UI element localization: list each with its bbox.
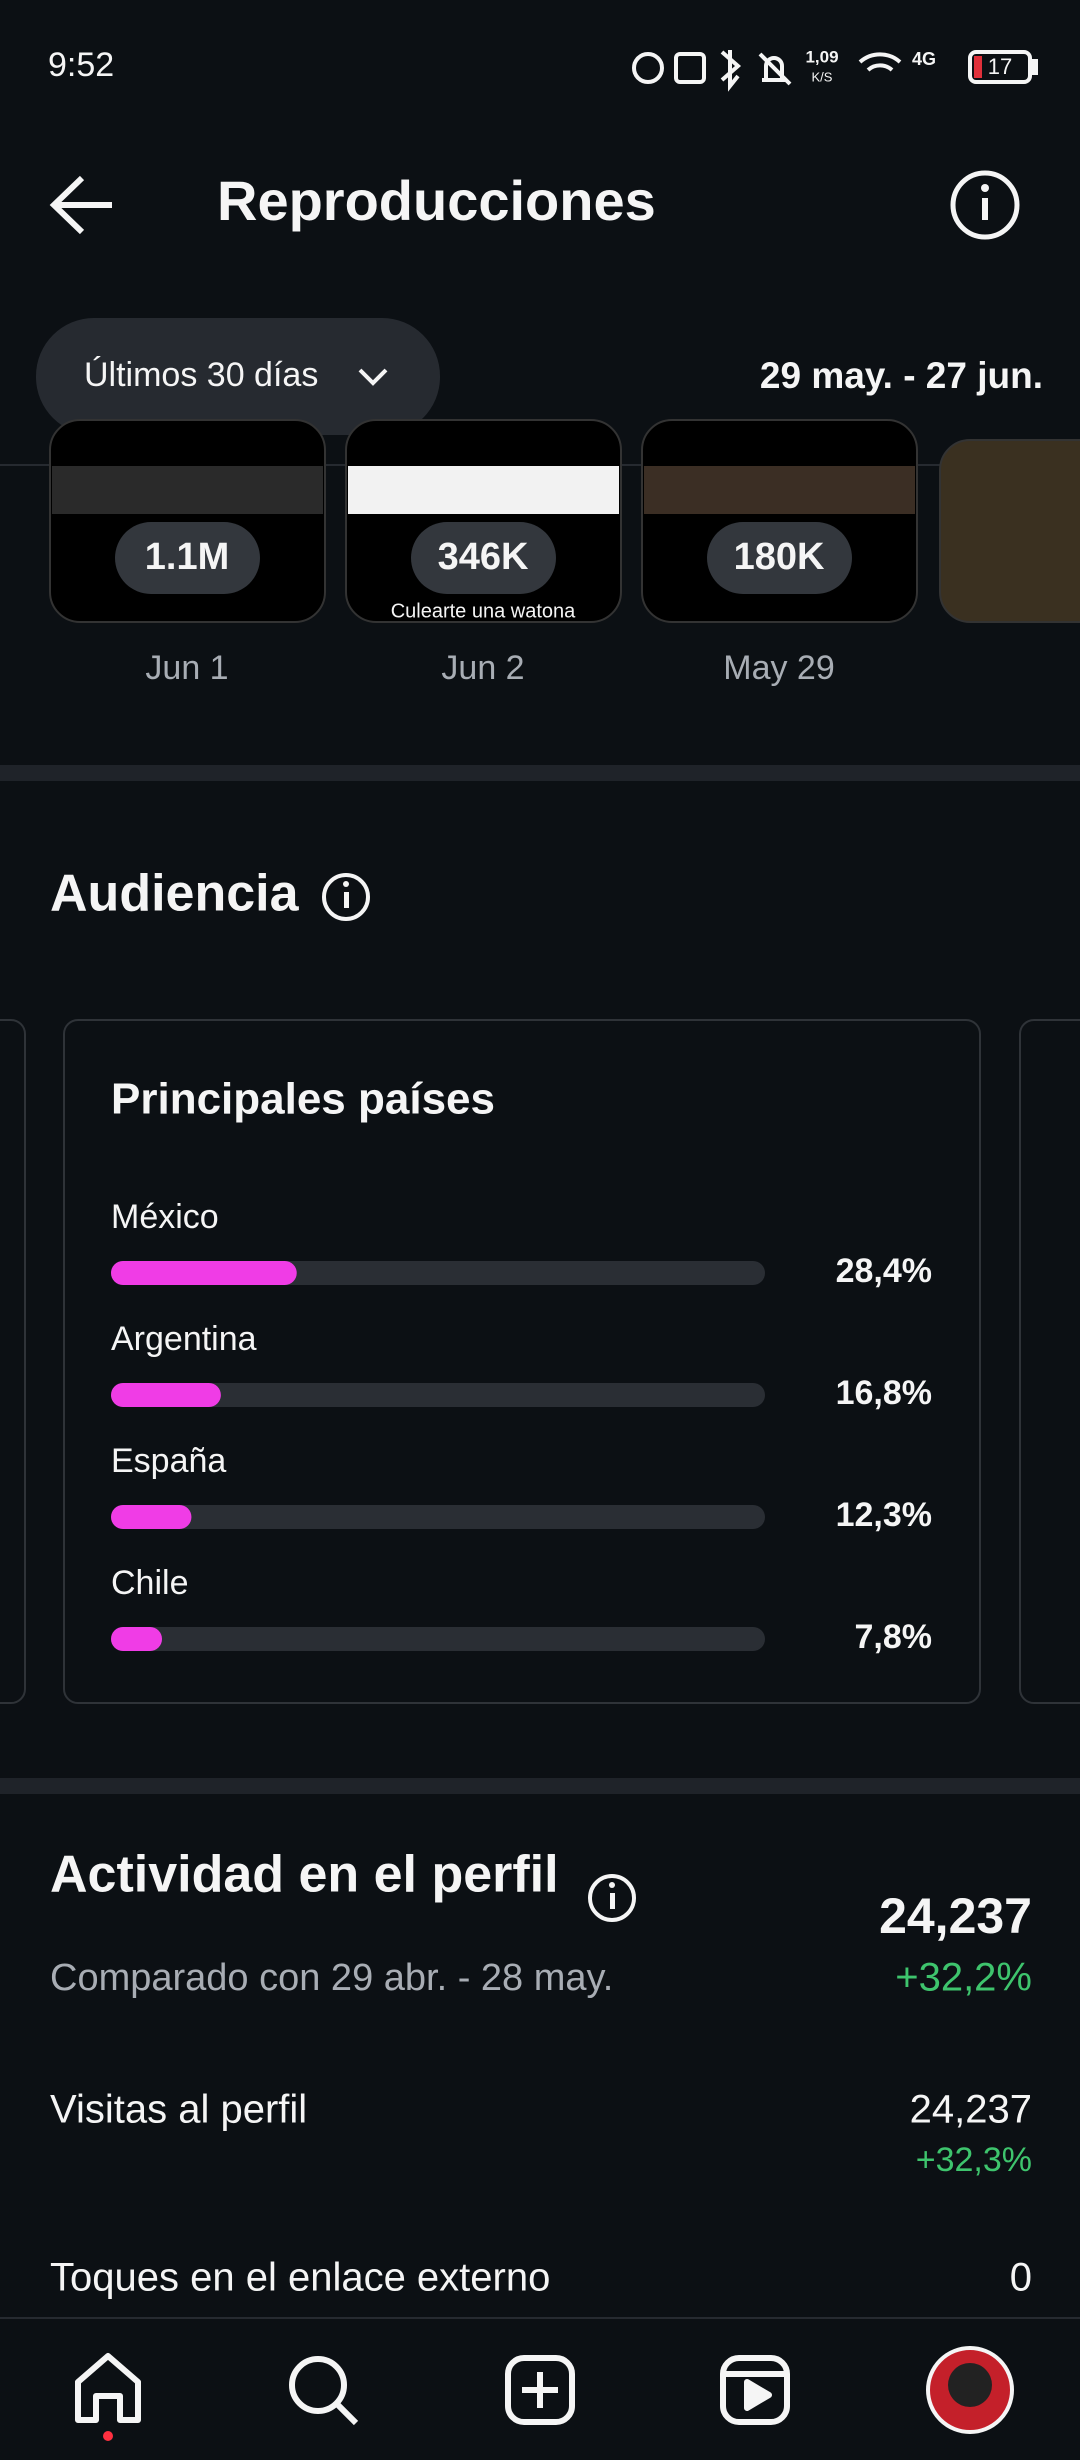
thumbnail-image (52, 466, 323, 514)
thumbnail-image (644, 466, 915, 514)
search-tab[interactable] (289, 2356, 359, 2426)
row-label: Visitas al perfil (50, 2088, 307, 2132)
card-partial (1019, 1019, 1080, 1704)
battery-level (974, 56, 982, 78)
battery: 17 (988, 54, 1012, 79)
count-pill (115, 522, 260, 594)
info-button[interactable] (950, 170, 1020, 240)
country-name: Chile (111, 1564, 188, 1602)
country-name: España (111, 1442, 226, 1480)
total: 24,237 (879, 1888, 1032, 1944)
thumbnails: 1.1M Jun 1 Culearte una watona 346K Jun 2 180… (49, 419, 918, 687)
country-percent: 16,8% (836, 1374, 932, 1412)
period: Últimos 30 días (84, 356, 318, 394)
reels-tab[interactable] (720, 2355, 790, 2425)
profile-tab[interactable] (926, 2346, 1014, 2434)
speed-unit: K/S (812, 69, 833, 84)
count-pill (707, 522, 852, 594)
count-pill (411, 522, 556, 594)
comparison: Comparado con 29 abr. - 28 may. (50, 1957, 613, 1999)
title: Reproducciones (217, 169, 656, 232)
date: Jun 1 (145, 649, 228, 687)
period-filter[interactable] (36, 318, 440, 435)
back-button[interactable] (49, 175, 112, 235)
date: Jun 2 (441, 649, 524, 687)
row-label: Toques en el enlace externo (50, 2256, 550, 2300)
speed: 1,09 (805, 47, 838, 66)
info-icon[interactable] (588, 1874, 636, 1922)
country-name: Argentina (111, 1320, 257, 1358)
card-title: Principales países (111, 1075, 495, 1124)
row-change: +32,3% (916, 2141, 1032, 2179)
thumbnail-image (348, 466, 619, 514)
network: 4G (912, 49, 936, 69)
date: May 29 (723, 649, 835, 687)
create-tab[interactable] (505, 2355, 575, 2425)
section-title: Actividad en el perfil (50, 1846, 559, 1904)
countries-card (63, 1019, 981, 1704)
country-percent: 7,8% (855, 1618, 933, 1656)
country-percent: 28,4% (836, 1252, 932, 1290)
date-range: 29 may. - 27 jun. (760, 355, 1043, 396)
time: 9:52 (48, 46, 114, 84)
thumbnail-partial[interactable] (939, 439, 1080, 623)
view-count: 346K (438, 536, 529, 578)
notification-dot (103, 2431, 113, 2441)
bar (111, 1383, 221, 1407)
view-count: 180K (734, 536, 825, 578)
separator (0, 1778, 1080, 1794)
card-partial (0, 1019, 26, 1704)
country-percent: 12,3% (836, 1496, 932, 1534)
bar-track (111, 1383, 765, 1407)
row-value: 24,237 (910, 2088, 1032, 2132)
country-name: México (111, 1198, 219, 1236)
status-icons (632, 50, 1038, 92)
chevron (358, 368, 388, 386)
countries: México 28,4% Argentina 16,8% España 12,3% Chil… (111, 1198, 932, 1656)
home-tab[interactable] (75, 2353, 141, 2423)
separator (0, 765, 1080, 781)
section-title: Audiencia (50, 865, 300, 923)
bar (111, 1261, 297, 1285)
bar-track (111, 1505, 765, 1529)
bar-track (111, 1627, 765, 1651)
info-icon[interactable] (322, 873, 370, 921)
bar (111, 1627, 163, 1651)
caption: Culearte una watona (391, 600, 576, 622)
bar (111, 1505, 192, 1529)
view-count: 1.1M (145, 536, 229, 578)
row-value: 0 (1010, 2256, 1032, 2300)
total-change: +32,2% (895, 1956, 1032, 2000)
